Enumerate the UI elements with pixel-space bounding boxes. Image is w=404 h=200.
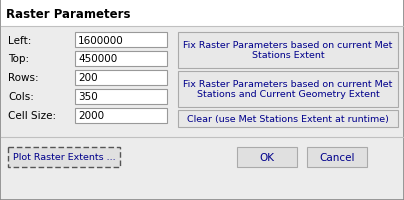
Bar xyxy=(75,71,167,86)
Text: Cancel: Cancel xyxy=(319,152,355,162)
Text: Top:: Top: xyxy=(8,54,29,64)
Text: 350: 350 xyxy=(78,92,98,102)
Bar xyxy=(8,147,120,167)
Text: Raster Parameters: Raster Parameters xyxy=(6,7,130,20)
Bar xyxy=(1,137,403,199)
Text: Fix Raster Parameters based on current Met: Fix Raster Parameters based on current M… xyxy=(183,41,393,50)
Text: 200: 200 xyxy=(78,73,98,83)
Bar xyxy=(75,33,167,48)
Bar xyxy=(237,147,297,167)
Bar xyxy=(178,33,398,69)
Text: Cols:: Cols: xyxy=(8,92,34,102)
Text: 2000: 2000 xyxy=(78,111,104,121)
Bar xyxy=(178,72,398,107)
Text: Left:: Left: xyxy=(8,35,32,45)
Text: 1600000: 1600000 xyxy=(78,35,124,45)
Text: Stations and Current Geometry Extent: Stations and Current Geometry Extent xyxy=(197,90,379,99)
Text: Cell Size:: Cell Size: xyxy=(8,111,56,121)
Text: Rows:: Rows: xyxy=(8,73,39,83)
Text: Stations Extent: Stations Extent xyxy=(252,51,324,60)
Bar xyxy=(75,52,167,67)
Text: Fix Raster Parameters based on current Met: Fix Raster Parameters based on current M… xyxy=(183,80,393,89)
Text: Clear (use Met Stations Extent at runtime): Clear (use Met Stations Extent at runtim… xyxy=(187,114,389,123)
Bar xyxy=(178,110,398,127)
Text: Plot Raster Extents ...: Plot Raster Extents ... xyxy=(13,153,115,162)
Text: OK: OK xyxy=(259,152,274,162)
Bar xyxy=(75,90,167,104)
Bar xyxy=(75,108,167,123)
Bar xyxy=(307,147,367,167)
Bar xyxy=(1,1,403,27)
Text: 450000: 450000 xyxy=(78,54,117,64)
